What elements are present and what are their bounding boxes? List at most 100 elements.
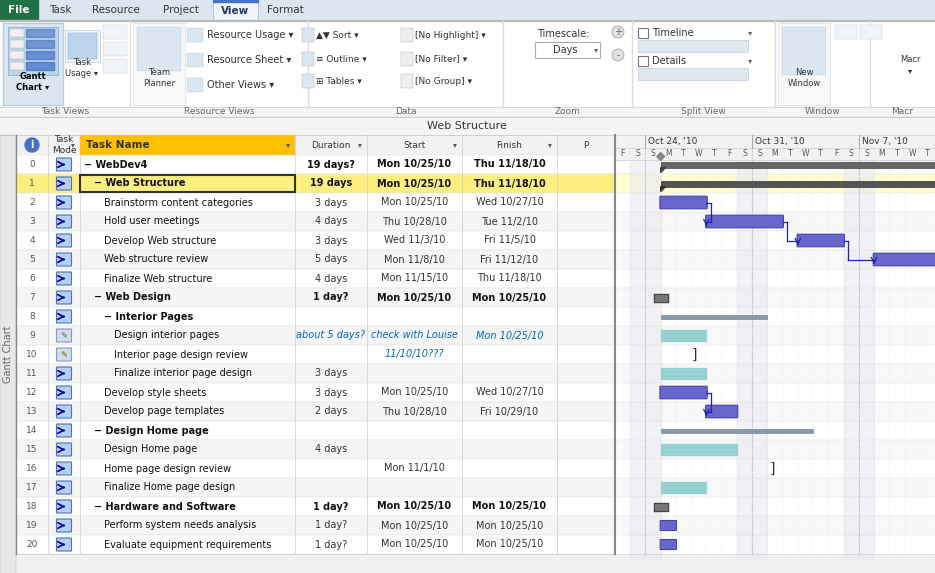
Text: S: S (742, 150, 747, 159)
Text: − Web Structure: − Web Structure (94, 179, 185, 189)
Text: Web structure review: Web structure review (104, 254, 209, 265)
Bar (302, 28, 314, 42)
Bar (16, 535, 615, 554)
Text: Finalize Web structure: Finalize Web structure (104, 273, 212, 284)
Bar (638, 68, 748, 80)
Text: Timescale:: Timescale: (537, 29, 589, 39)
Text: 15: 15 (26, 445, 37, 454)
Bar (16, 212, 615, 231)
FancyBboxPatch shape (56, 443, 71, 456)
Text: Details: Details (652, 56, 686, 66)
FancyBboxPatch shape (797, 234, 844, 247)
Text: Macr
▾: Macr ▾ (899, 56, 920, 74)
Bar (661, 315, 768, 319)
Text: F: F (834, 150, 838, 159)
Text: about 5 days?: about 5 days? (296, 331, 366, 340)
Bar (302, 52, 314, 66)
Text: Wed 10/27/10: Wed 10/27/10 (476, 387, 543, 398)
FancyBboxPatch shape (56, 367, 71, 380)
Text: T: T (818, 150, 823, 159)
FancyBboxPatch shape (56, 234, 71, 247)
Bar (661, 486, 707, 489)
Bar (615, 421, 935, 440)
Text: ▾: ▾ (548, 140, 552, 150)
Text: T: T (895, 150, 899, 159)
Bar (26, 62, 54, 70)
Bar (661, 334, 707, 337)
Text: Mon 10/25/10: Mon 10/25/10 (378, 501, 452, 512)
Text: 19 days: 19 days (309, 179, 352, 189)
Text: 4 days: 4 days (315, 445, 347, 454)
Text: Mon 11/8/10: Mon 11/8/10 (384, 254, 445, 265)
Text: +: + (614, 27, 622, 37)
Bar (535, 42, 600, 58)
Text: ≡ Outline ▾: ≡ Outline ▾ (316, 54, 367, 64)
Text: F: F (727, 150, 731, 159)
Bar (10, 40, 24, 48)
Text: Wed 11/3/10: Wed 11/3/10 (383, 236, 445, 245)
Text: Design interior pages: Design interior pages (114, 331, 219, 340)
Text: Mon 10/25/10: Mon 10/25/10 (378, 292, 452, 303)
Bar (661, 180, 935, 186)
Text: Wed 10/27/10: Wed 10/27/10 (476, 198, 543, 207)
Bar (654, 503, 661, 511)
Text: Resource Usage ▾: Resource Usage ▾ (207, 30, 294, 40)
Text: 1 day?: 1 day? (313, 292, 349, 303)
Bar (615, 345, 935, 364)
Bar (638, 40, 748, 52)
Text: Gantt Chart: Gantt Chart (3, 325, 13, 383)
Text: i: i (30, 140, 34, 150)
Text: 16: 16 (26, 464, 37, 473)
Bar (213, 0, 258, 2)
FancyBboxPatch shape (56, 215, 71, 228)
Bar (661, 503, 668, 511)
Text: 20: 20 (26, 540, 37, 549)
Text: M: M (665, 150, 671, 159)
Text: 2 days: 2 days (315, 406, 347, 417)
FancyBboxPatch shape (660, 386, 707, 399)
Bar (615, 440, 935, 459)
Bar (16, 516, 615, 535)
Text: Duration: Duration (311, 140, 351, 150)
Bar (16, 231, 615, 250)
Text: Data: Data (395, 108, 416, 116)
Text: T: T (925, 150, 929, 159)
Text: S: S (636, 150, 640, 159)
Text: Mon 11/1/10: Mon 11/1/10 (384, 464, 445, 473)
Text: Mon 10/25/10: Mon 10/25/10 (476, 520, 543, 531)
Text: 9: 9 (29, 331, 35, 340)
Polygon shape (661, 167, 666, 172)
Bar (661, 490, 707, 493)
FancyBboxPatch shape (660, 520, 676, 531)
Text: Nov 7, '10: Nov 7, '10 (862, 137, 908, 146)
Polygon shape (661, 186, 666, 191)
Text: Home page design review: Home page design review (104, 464, 231, 473)
Bar (16, 269, 615, 288)
Bar (26, 29, 54, 37)
Text: 12: 12 (26, 388, 37, 397)
Bar (16, 307, 615, 326)
Text: T: T (682, 150, 686, 159)
Bar (0, 20, 935, 21)
FancyBboxPatch shape (56, 177, 71, 190)
Bar (133, 23, 185, 105)
Text: Finalize interior page design: Finalize interior page design (114, 368, 252, 379)
Bar (615, 326, 935, 345)
Text: ▾: ▾ (594, 45, 598, 54)
Bar (615, 402, 935, 421)
Text: Hold user meetings: Hold user meetings (104, 217, 199, 226)
Text: check with Louise: check with Louise (371, 331, 458, 340)
Text: 13: 13 (26, 407, 37, 416)
Text: Resource Views: Resource Views (184, 108, 254, 116)
Bar (835, 25, 857, 39)
Bar (137, 27, 181, 71)
Bar (615, 364, 935, 383)
Text: 19 days?: 19 days? (307, 159, 355, 170)
Bar (615, 193, 935, 212)
Text: [No Highlight] ▾: [No Highlight] ▾ (415, 30, 486, 40)
Bar (661, 368, 707, 371)
FancyBboxPatch shape (56, 348, 71, 361)
Text: Finish: Finish (496, 140, 523, 150)
Bar (16, 174, 615, 193)
Bar (16, 135, 615, 155)
